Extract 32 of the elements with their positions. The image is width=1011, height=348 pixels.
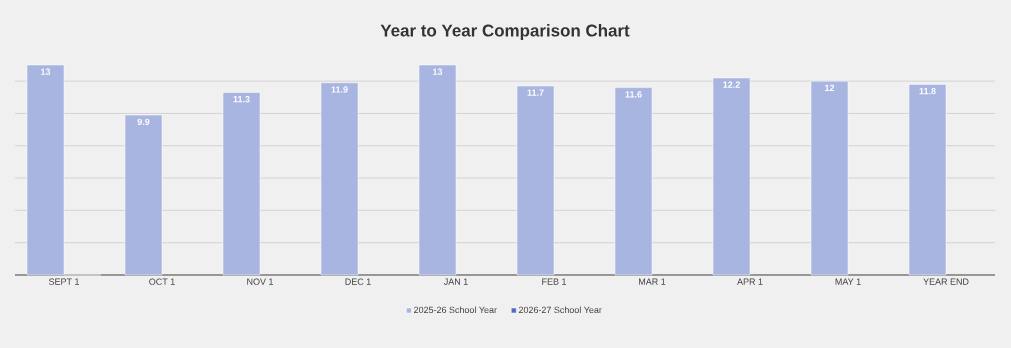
x-tick-label: MAY 1 — [835, 278, 861, 285]
data-label: 13 — [433, 68, 443, 75]
data-label: 11.3 — [233, 96, 250, 103]
bar — [124, 114, 163, 276]
x-tick-label: JAN 1 — [443, 278, 468, 285]
legend-label: 2026-27 School Year — [518, 306, 602, 314]
data-label: 12 — [825, 84, 835, 91]
legend-label: 2025-26 School Year — [414, 306, 497, 314]
x-tick-label: SEPT 1 — [48, 278, 80, 285]
data-label: 11.9 — [331, 86, 348, 93]
bar — [320, 82, 359, 276]
bar — [908, 84, 947, 276]
x-tick-label: FEB 1 — [542, 278, 567, 285]
data-label: 11.7 — [527, 89, 544, 96]
x-tick-label: OCT 1 — [149, 278, 175, 285]
data-label: 11.8 — [919, 87, 936, 95]
x-tick-label: APR 1 — [737, 278, 763, 285]
bar — [516, 85, 555, 276]
data-label: 13 — [41, 68, 51, 75]
x-tick-label: MAR 1 — [639, 278, 666, 285]
bar — [712, 77, 751, 276]
data-label: 12.2 — [723, 81, 740, 88]
bar — [810, 80, 849, 276]
x-tick-label: DEC 1 — [345, 278, 371, 285]
data-label: 9.9 — [137, 118, 150, 125]
x-tick-label: NOV 1 — [247, 278, 274, 285]
x-tick-label: YEAR END — [923, 278, 969, 285]
chart-title: Year to Year Comparison Chart — [380, 24, 630, 40]
bar — [222, 92, 261, 276]
bar — [614, 87, 653, 276]
data-label: 11.6 — [625, 91, 642, 98]
bar — [418, 64, 457, 276]
